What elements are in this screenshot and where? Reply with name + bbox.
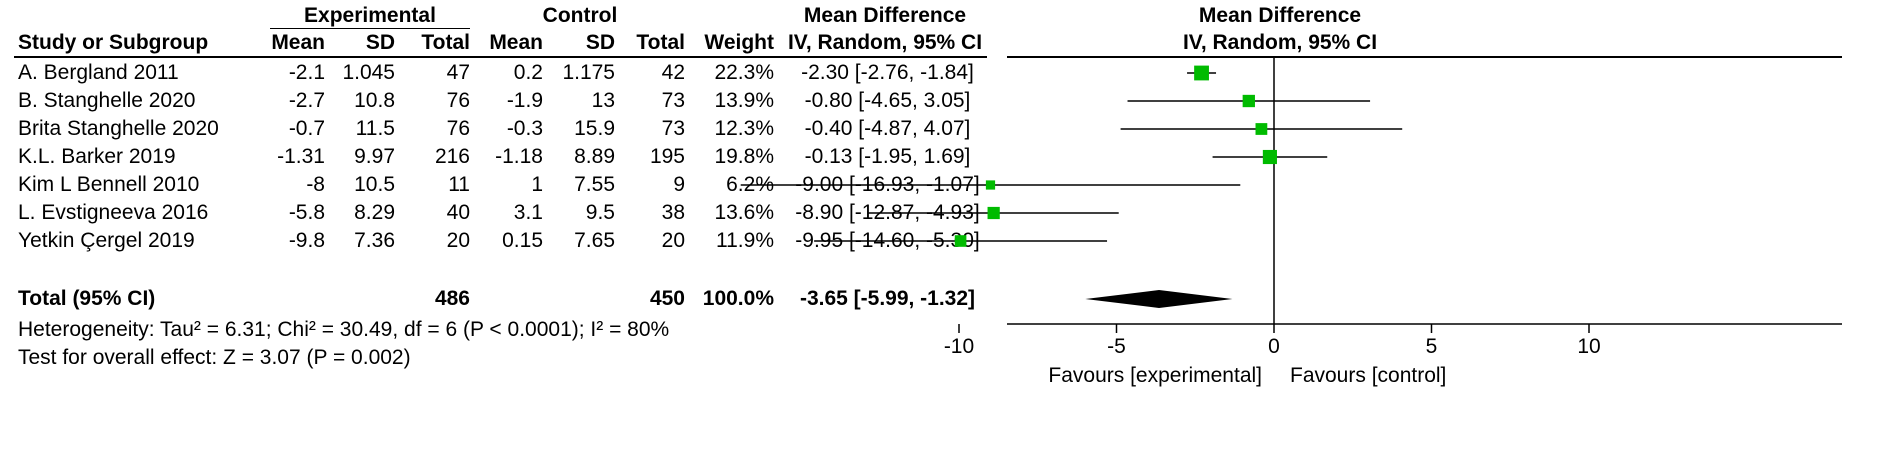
exp-mean: -1.31 [277, 145, 325, 168]
point-estimate-marker [1242, 94, 1255, 108]
ctrl-mean: -1.18 [495, 145, 543, 168]
total-weight: 100.0% [702, 287, 774, 310]
exp-total: 47 [446, 61, 470, 84]
ctrl-total: 73 [661, 89, 685, 112]
total-label: Total (95% CI) [18, 287, 156, 310]
ctrl-mean: 0.2 [513, 61, 543, 84]
method-header: IV, Random, 95% CI [787, 31, 983, 54]
ctrl-sd: 15.9 [574, 117, 615, 140]
mean-diff-group-header: Mean Difference [803, 4, 967, 27]
exp-sd: 1.045 [342, 61, 395, 84]
ctrl-sd: 9.5 [585, 201, 615, 224]
pooled-diamond [1085, 290, 1233, 308]
exp-mean: -5.8 [288, 201, 325, 224]
x-tick-label: -5 [1107, 335, 1126, 358]
weight: 11.9% [716, 229, 774, 252]
study-name: K.L. Barker 2019 [18, 145, 176, 168]
weight: 22.3% [714, 61, 774, 84]
exp-mean-header: Mean [271, 31, 325, 54]
header-rule [14, 56, 987, 58]
exp-total: 76 [446, 117, 470, 140]
ctrl-total: 20 [661, 229, 685, 252]
ctrl-total: 42 [661, 61, 685, 84]
ctrl-total: 73 [661, 117, 685, 140]
weight: 13.9% [714, 89, 774, 112]
effect-ci: -0.13 [-1.95, 1.69] [804, 145, 971, 168]
control-group-header: Control [542, 4, 618, 27]
experimental-group-header: Experimental [304, 4, 436, 27]
exp-total: 216 [434, 145, 470, 168]
point-estimate-marker [1194, 65, 1209, 81]
study-name: L. Evstigneeva 2016 [18, 201, 209, 224]
favours-control-label: Favours [control] [1290, 364, 1447, 387]
exp-mean: -2.7 [288, 89, 325, 112]
ctrl-sd: 7.65 [574, 229, 615, 252]
ctrl-mean-header: Mean [489, 31, 543, 54]
exp-sd: 9.97 [354, 145, 395, 168]
x-tick-label: -10 [944, 335, 974, 358]
overall-effect-text: Test for overall effect: Z = 3.07 (P = 0… [18, 346, 411, 369]
ctrl-mean: -1.9 [506, 89, 543, 112]
weight: 13.6% [714, 201, 774, 224]
study-name: B. Stanghelle 2020 [18, 89, 196, 112]
total-exp-n: 486 [434, 287, 470, 310]
exp-sd: 11.5 [355, 117, 395, 140]
total-ci: -3.65 [-5.99, -1.32] [799, 287, 976, 310]
x-tick-label: 0 [1268, 335, 1280, 358]
experimental-underline [270, 28, 470, 29]
exp-mean: -9.8 [288, 229, 325, 252]
study-name: A. Bergland 2011 [18, 61, 179, 84]
study-name: Brita Stanghelle 2020 [18, 117, 219, 140]
point-estimate-marker [987, 206, 1000, 220]
ctrl-mean: -0.3 [506, 117, 543, 140]
x-tick-label: 10 [1577, 335, 1600, 358]
study-column-header: Study or Subgroup [18, 31, 209, 54]
exp-mean: -0.7 [288, 117, 325, 140]
x-tick-label: 5 [1426, 335, 1438, 358]
plot-header-rule [1007, 56, 1842, 58]
ctrl-mean: 0.15 [502, 229, 543, 252]
ctrl-total: 38 [661, 201, 685, 224]
exp-total-header: Total [421, 31, 470, 54]
exp-total: 40 [446, 201, 470, 224]
study-name: Kim L Bennell 2010 [18, 173, 200, 196]
weight-header: Weight [704, 31, 774, 54]
heterogeneity-text: Heterogeneity: Tau² = 6.31; Chi² = 30.49… [18, 318, 670, 341]
ctrl-sd-header: SD [585, 31, 615, 54]
point-estimate-marker [954, 235, 967, 247]
exp-sd: 8.29 [354, 201, 395, 224]
total-ctrl-n: 450 [649, 287, 685, 310]
ctrl-total: 195 [649, 145, 685, 168]
exp-total: 20 [446, 229, 470, 252]
exp-total: 76 [446, 89, 470, 112]
weight: 19.8% [714, 145, 774, 168]
exp-sd: 10.8 [354, 89, 395, 112]
point-estimate-marker [1262, 149, 1277, 165]
effect-ci: -0.40 [-4.87, 4.07] [804, 117, 971, 140]
point-estimate-marker [1255, 123, 1268, 135]
plot-title: Mean Difference [1198, 4, 1362, 27]
effect-ci: -0.80 [-4.65, 3.05] [804, 89, 971, 112]
ctrl-mean: 1 [531, 173, 543, 196]
exp-total: 11 [448, 173, 470, 196]
exp-sd-header: SD [365, 31, 395, 54]
weight: 12.3% [714, 117, 774, 140]
ctrl-sd: 1.175 [562, 61, 615, 84]
ctrl-total-header: Total [636, 31, 685, 54]
point-estimate-marker [985, 180, 996, 190]
exp-mean: -2.1 [288, 61, 325, 84]
ctrl-sd: 7.55 [574, 173, 615, 196]
study-name: Yetkin Çergel 2019 [18, 229, 195, 252]
favours-experimental-label: Favours [experimental] [1048, 364, 1262, 387]
ctrl-total: 9 [673, 173, 685, 196]
effect-ci: -2.30 [-2.76, -1.84] [801, 61, 974, 84]
ctrl-sd: 8.89 [574, 145, 615, 168]
exp-sd: 7.36 [354, 229, 395, 252]
plot-method-header: IV, Random, 95% CI [1182, 31, 1378, 54]
exp-sd: 10.5 [354, 173, 395, 196]
ctrl-mean: 3.1 [513, 201, 543, 224]
ctrl-sd: 13 [591, 89, 615, 112]
exp-mean: -8 [306, 173, 325, 196]
